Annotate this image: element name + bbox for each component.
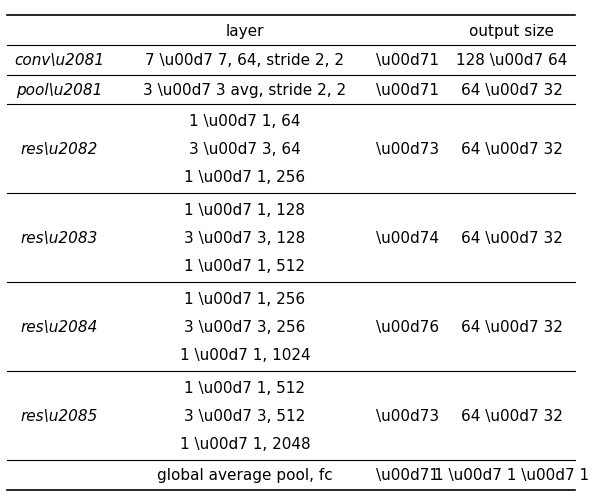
Text: layer: layer <box>226 24 264 39</box>
Text: \u00d73: \u00d73 <box>376 142 439 157</box>
Text: 3 \u00d7 3 avg, stride 2, 2: 3 \u00d7 3 avg, stride 2, 2 <box>143 83 347 98</box>
Text: global average pool, fc: global average pool, fc <box>157 467 333 482</box>
Text: res\u2083: res\u2083 <box>21 231 98 245</box>
Text: 64 \u00d7 32: 64 \u00d7 32 <box>461 408 562 423</box>
Text: \u00d76: \u00d76 <box>376 320 439 335</box>
Text: res\u2084: res\u2084 <box>21 320 98 335</box>
Text: 1 \u00d7 1, 512: 1 \u00d7 1, 512 <box>184 259 306 274</box>
Text: 64 \u00d7 32: 64 \u00d7 32 <box>461 320 562 335</box>
Text: \u00d71: \u00d71 <box>376 83 439 98</box>
Text: 64 \u00d7 32: 64 \u00d7 32 <box>461 83 562 98</box>
Text: 3 \u00d7 3, 256: 3 \u00d7 3, 256 <box>184 320 306 335</box>
Text: pool\u2081: pool\u2081 <box>16 83 103 98</box>
Text: 3 \u00d7 3, 512: 3 \u00d7 3, 512 <box>184 408 306 423</box>
Text: 1 \u00d7 1, 64: 1 \u00d7 1, 64 <box>189 114 301 129</box>
Text: 64 \u00d7 32: 64 \u00d7 32 <box>461 231 562 245</box>
Text: 1 \u00d7 1, 256: 1 \u00d7 1, 256 <box>184 170 306 185</box>
Text: conv\u2081: conv\u2081 <box>14 53 104 68</box>
Text: 1 \u00d7 1, 128: 1 \u00d7 1, 128 <box>184 202 306 217</box>
Text: res\u2082: res\u2082 <box>21 142 98 157</box>
Text: 64 \u00d7 32: 64 \u00d7 32 <box>461 142 562 157</box>
Text: \u00d71: \u00d71 <box>376 53 439 68</box>
Text: 1 \u00d7 1 \u00d7 1: 1 \u00d7 1 \u00d7 1 <box>434 467 590 482</box>
Text: output size: output size <box>469 24 554 39</box>
Text: \u00d71: \u00d71 <box>376 467 439 482</box>
Text: \u00d74: \u00d74 <box>376 231 439 245</box>
Text: res\u2085: res\u2085 <box>21 408 98 423</box>
Text: 1 \u00d7 1, 256: 1 \u00d7 1, 256 <box>184 292 306 306</box>
Text: 3 \u00d7 3, 64: 3 \u00d7 3, 64 <box>189 142 301 157</box>
Text: 3 \u00d7 3, 128: 3 \u00d7 3, 128 <box>184 231 306 245</box>
Text: 7 \u00d7 7, 64, stride 2, 2: 7 \u00d7 7, 64, stride 2, 2 <box>146 53 344 68</box>
Text: \u00d73: \u00d73 <box>376 408 439 423</box>
Text: 1 \u00d7 1, 2048: 1 \u00d7 1, 2048 <box>179 436 310 451</box>
Text: 128 \u00d7 64: 128 \u00d7 64 <box>456 53 567 68</box>
Text: 1 \u00d7 1, 1024: 1 \u00d7 1, 1024 <box>179 348 310 363</box>
Text: 1 \u00d7 1, 512: 1 \u00d7 1, 512 <box>184 380 306 395</box>
